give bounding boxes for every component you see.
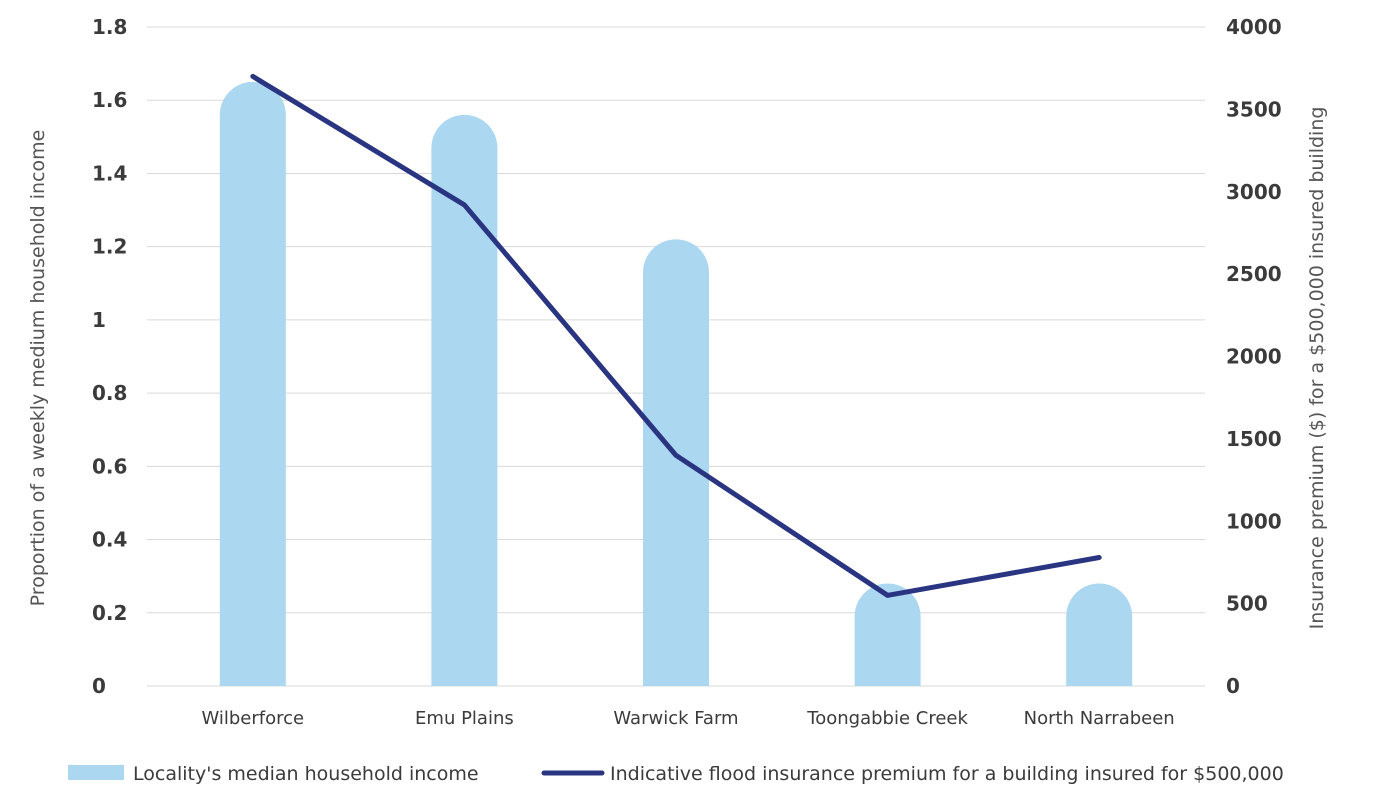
left-tick-label: 1.4: [92, 161, 127, 185]
left-tick-label: 1.8: [92, 15, 127, 39]
right-tick-label: 1000: [1226, 509, 1282, 533]
right-tick-label: 3500: [1226, 97, 1282, 121]
left-tick-label: 1.2: [92, 235, 127, 259]
bar: [854, 583, 921, 686]
left-tick-label: 0.6: [92, 454, 127, 478]
right-tick-label: 2000: [1226, 345, 1282, 369]
right-tick-label: 3000: [1226, 180, 1282, 204]
right-axis-title: Insurance premium ($) for a $500,000 ins…: [1306, 107, 1328, 630]
bar: [1066, 583, 1133, 686]
right-tick-label: 2500: [1226, 262, 1282, 286]
legend-label-bar: Locality's median household income: [133, 763, 479, 785]
left-axis-title: Proportion of a weekly medium household …: [27, 130, 49, 607]
right-tick-label: 4000: [1226, 15, 1282, 39]
left-tick-label: 0: [92, 674, 106, 698]
category-label: Toongabbie Creek: [806, 708, 968, 729]
legend: Locality's median household income Indic…: [68, 763, 1284, 785]
left-tick-label: 0.2: [92, 601, 127, 625]
bar: [219, 81, 286, 686]
right-tick-label: 1500: [1226, 427, 1282, 451]
legend-swatch-bar: [68, 765, 124, 780]
right-tick-label: 500: [1226, 592, 1268, 616]
left-tick-label: 0.8: [92, 381, 127, 405]
bar: [643, 239, 709, 686]
bar-series: [219, 81, 1133, 686]
left-tick-label: 1: [92, 308, 106, 332]
category-labels: Wilberforce Emu Plains Warwick Farm Toongab…: [201, 708, 1174, 729]
category-label: Wilberforce: [201, 708, 304, 729]
bar: [431, 114, 498, 686]
right-tick-label: 0: [1226, 674, 1240, 698]
legend-label-line: Indicative flood insurance premium for a…: [610, 763, 1284, 785]
left-tick-label: 0.4: [92, 528, 127, 552]
left-axis-ticks: 0 0.2 0.4 0.6 0.8 1 1.2 1.4 1.6 1.8: [92, 15, 127, 698]
category-label: North Narrabeen: [1024, 708, 1175, 729]
line-series: [250, 73, 1102, 598]
left-tick-label: 1.6: [92, 88, 127, 112]
category-label: Warwick Farm: [613, 708, 738, 729]
right-axis-ticks: 0 500 1000 1500 2000 2500 3000 3500 4000: [1226, 15, 1282, 698]
category-label: Emu Plains: [415, 708, 514, 729]
